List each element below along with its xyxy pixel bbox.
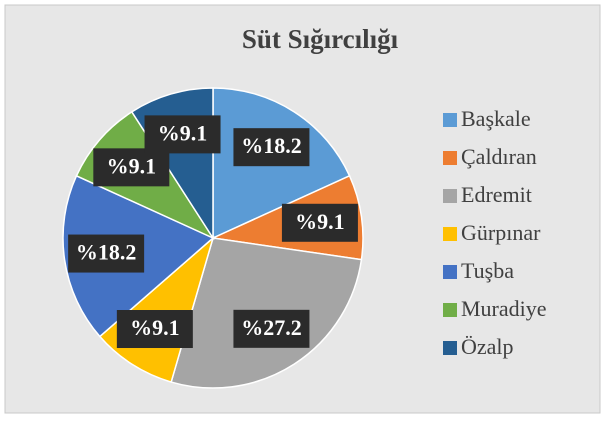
data-label-box xyxy=(116,310,193,349)
legend-swatch xyxy=(443,341,457,355)
data-label-box xyxy=(233,128,310,167)
data-label: %9.1 xyxy=(130,315,180,340)
data-label-box xyxy=(68,234,145,273)
data-label: %18.2 xyxy=(76,240,137,265)
data-label-box xyxy=(281,203,358,242)
data-label: %9.1 xyxy=(158,120,208,145)
data-label: %9.1 xyxy=(107,153,157,178)
legend-swatch xyxy=(443,303,457,317)
legend-swatch xyxy=(443,227,457,241)
data-label: %18.2 xyxy=(241,133,302,158)
legend-label: Gürpınar xyxy=(461,220,541,245)
legend-label: Başkale xyxy=(461,106,531,131)
data-label: %9.1 xyxy=(295,209,345,234)
legend-swatch xyxy=(443,189,457,203)
legend-label: Çaldıran xyxy=(461,144,537,169)
data-label: %27.2 xyxy=(241,315,302,340)
legend-label: Muradiye xyxy=(461,296,547,321)
data-label-box xyxy=(144,115,221,154)
legend-label: Özalp xyxy=(461,334,514,359)
data-label-box xyxy=(93,148,170,187)
legend-swatch xyxy=(443,113,457,127)
chart-title: Süt Sığırcılığı xyxy=(242,24,399,54)
legend-label: Edremit xyxy=(461,182,532,207)
legend-swatch xyxy=(443,151,457,165)
data-label-box xyxy=(233,309,310,348)
legend-label: Tuşba xyxy=(461,258,514,283)
legend-swatch xyxy=(443,265,457,279)
